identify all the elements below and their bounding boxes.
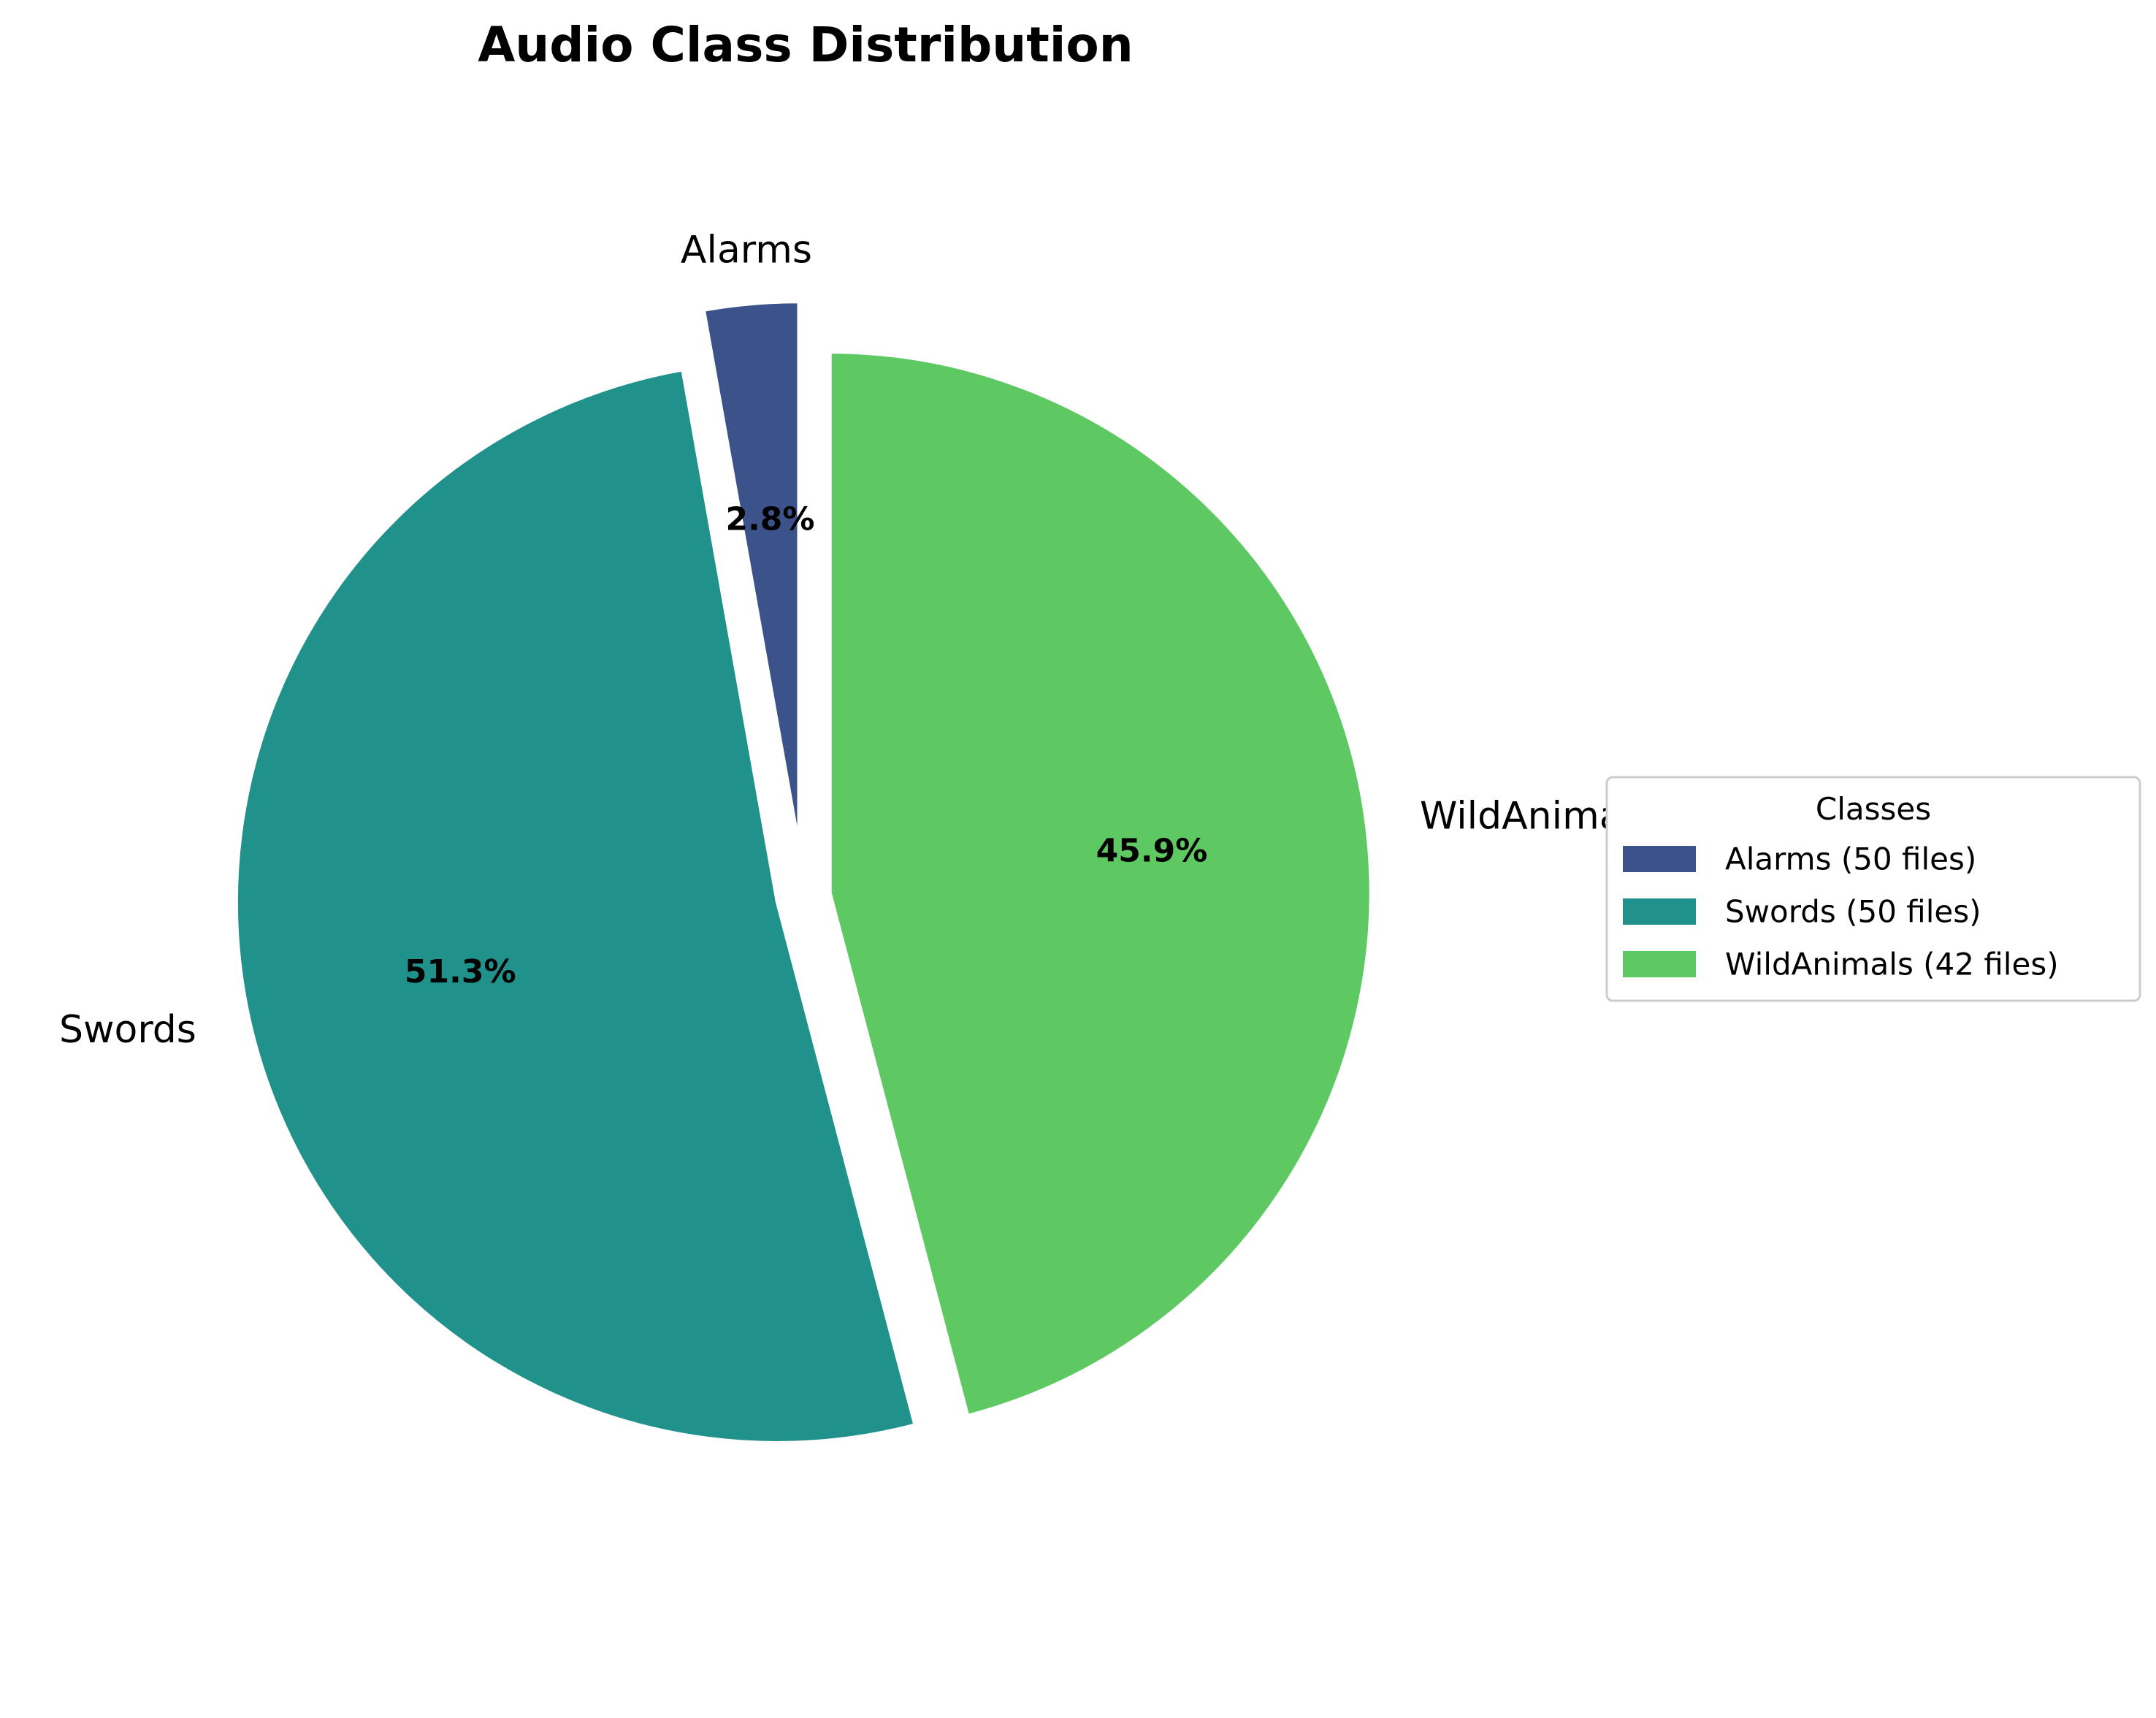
- legend-label-alarms: Alarms (50 files): [1725, 841, 1976, 877]
- legend-entries: Alarms (50 files) Swords (50 files) WildAn…: [1623, 841, 2059, 982]
- slice-label-alarms: Alarms: [681, 228, 812, 272]
- legend: Classes Alarms (50 files) Swords (50 file…: [1605, 776, 2141, 1002]
- pct-label-wildanimals: 45.9%: [1096, 833, 1208, 870]
- legend-swatch-wildanimals: [1623, 951, 1696, 977]
- legend-swatch-swords: [1623, 898, 1696, 925]
- legend-label-wildanimals: WildAnimals (42 files): [1725, 947, 2059, 982]
- legend-frame: [1605, 776, 2141, 1002]
- pie-slice-swords: [234, 368, 917, 1444]
- pct-label-swords: 51.3%: [405, 953, 516, 990]
- legend-title: Classes: [1816, 791, 1931, 827]
- chart-title: Audio Class Distribution: [478, 17, 1134, 73]
- legend-label-swords: Swords (50 files): [1725, 894, 1981, 930]
- pie-slices: [234, 300, 1372, 1444]
- pie-slice-wildanimals: [828, 351, 1372, 1418]
- slice-label-swords: Swords: [59, 1008, 196, 1052]
- percentage-labels: 2.8% 51.3% 45.9%: [405, 501, 1207, 990]
- pct-label-alarms: 2.8%: [725, 501, 814, 538]
- legend-swatch-alarms: [1623, 846, 1696, 872]
- pie-slice-alarms: [702, 300, 800, 843]
